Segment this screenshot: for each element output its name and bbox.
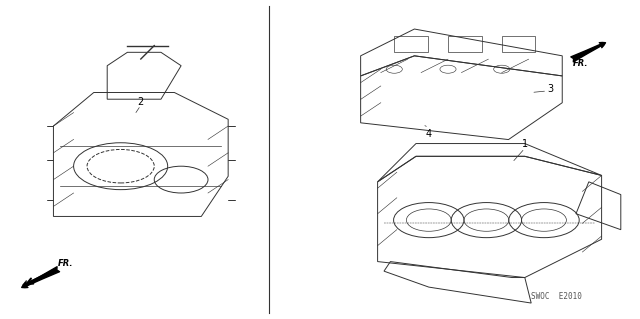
Text: FR.: FR. xyxy=(573,59,588,68)
Text: 2: 2 xyxy=(138,97,144,107)
Text: SWOC  E2010: SWOC E2010 xyxy=(531,292,582,301)
Text: 4: 4 xyxy=(426,129,432,139)
Text: 3: 3 xyxy=(547,84,554,94)
Text: FR.: FR. xyxy=(58,259,73,268)
Text: 1: 1 xyxy=(522,138,528,149)
